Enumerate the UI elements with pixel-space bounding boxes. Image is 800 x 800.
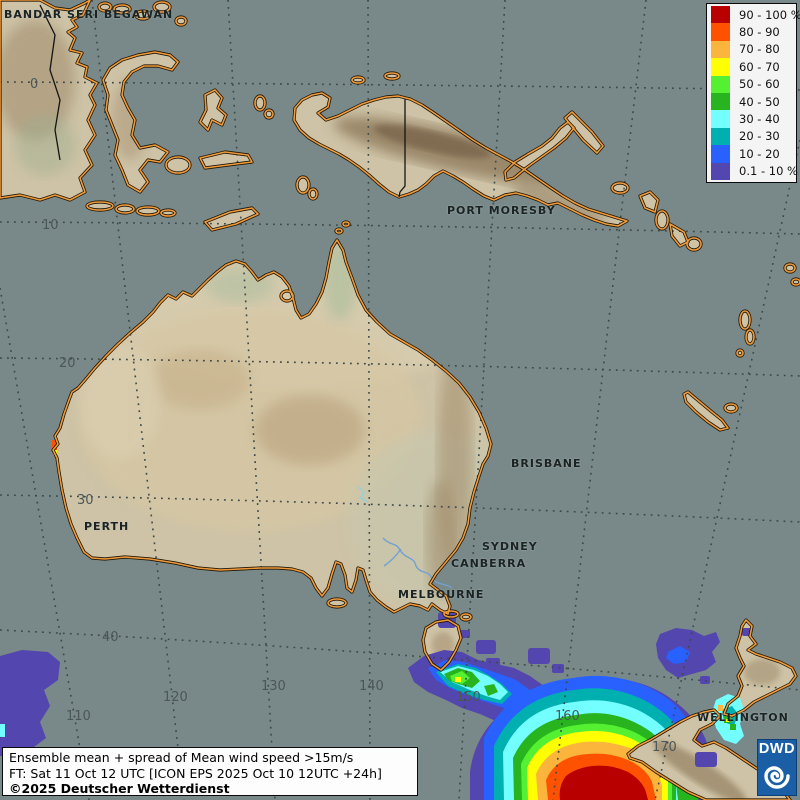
legend-row: 80 - 90 [711, 23, 796, 41]
legend-label: 80 - 90 [739, 25, 780, 40]
lon-label-160: 160 [555, 709, 580, 724]
info-box: Ensemble mean + spread of Mean wind spee… [2, 747, 418, 796]
dwd-logo-text: DWD [758, 741, 796, 757]
city-label-bandar-seri-begawan: BANDAR SERI BEGAWAN [4, 8, 174, 21]
legend-row: 70 - 80 [711, 40, 796, 59]
legend-row: 20 - 30 [711, 127, 796, 146]
legend-swatch [711, 58, 730, 76]
legend-row: 10 - 20 [711, 145, 796, 163]
dwd-spiral-icon [764, 766, 790, 789]
city-label-sydney: SYDNEY [482, 540, 538, 553]
city-label-wellington: WELLINGTON [697, 711, 789, 724]
city-label-canberra: CANBERRA [451, 557, 527, 570]
lat-label-30: 30 [77, 493, 94, 508]
legend-label: 70 - 80 [739, 42, 780, 57]
info-line-copyright: ©2025 Deutscher Wetterdienst [9, 781, 230, 796]
info-line-title: Ensemble mean + spread of Mean wind spee… [9, 750, 354, 765]
legend-row: 30 - 40 [711, 110, 796, 128]
legend-label: 60 - 70 [739, 59, 780, 74]
legend-swatch [711, 23, 730, 41]
lat-label-20: 20 [59, 356, 76, 371]
legend-row: 90 - 100 % [711, 6, 800, 24]
legend-swatch [711, 162, 730, 180]
city-label-brisbane: BRISBANE [511, 457, 582, 470]
legend-label: 40 - 50 [739, 94, 780, 109]
lat-label-40: 40 [102, 630, 119, 645]
city-label-melbourne: MELBOURNE [398, 588, 485, 601]
legend-swatch [711, 127, 730, 146]
dwd-logo: DWD [757, 739, 797, 796]
legend-swatch [711, 145, 730, 163]
legend-label: 0.1 - 10 % [739, 164, 798, 179]
legend-label: 90 - 100 % [739, 7, 800, 22]
lon-label-110: 110 [66, 709, 91, 724]
lon-label-140: 140 [359, 679, 384, 694]
lat-label-0: 0 [30, 77, 39, 92]
lon-label-170: 170 [652, 740, 677, 755]
legend-label: 30 - 40 [739, 112, 780, 127]
legend-row: 40 - 50 [711, 92, 796, 111]
legend-swatch [711, 110, 730, 128]
city-label-perth: PERTH [84, 520, 130, 533]
legend-label: 20 - 30 [739, 129, 780, 144]
rivers [357, 486, 453, 589]
legend-row: 60 - 70 [711, 58, 796, 76]
legend-swatch [711, 75, 730, 93]
legend-label: 10 - 20 [739, 146, 780, 161]
legend-swatch [711, 40, 730, 59]
legend-row: 0.1 - 10 % [711, 162, 798, 180]
lat-label-10: 10 [42, 218, 59, 233]
probability-legend: 90 - 100 % 80 - 90 70 - 80 60 - 70 50 - … [706, 3, 800, 183]
country-borders [39, 4, 406, 198]
info-line-forecast-time: FT: Sat 11 Oct 12 UTC [ICON EPS 2025 Oct… [9, 765, 382, 781]
legend-row: 50 - 60 [711, 75, 796, 93]
city-label-port-moresby: PORT MORESBY [447, 204, 556, 217]
legend-swatch [711, 6, 730, 24]
legend-label: 50 - 60 [739, 77, 780, 92]
lon-label-130: 130 [261, 679, 286, 694]
legend-swatch [711, 92, 730, 111]
lon-label-150: 150 [456, 690, 481, 705]
lon-label-120: 120 [163, 690, 188, 705]
